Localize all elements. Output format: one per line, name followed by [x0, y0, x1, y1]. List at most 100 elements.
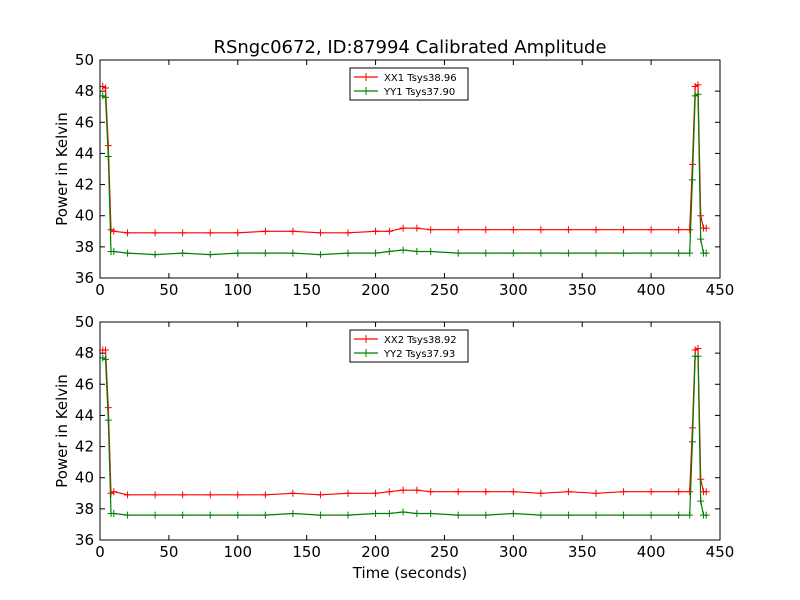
data-point [564, 226, 572, 234]
data-point [372, 249, 380, 257]
data-point [151, 229, 159, 237]
y-tick-label: 40 [75, 469, 94, 487]
data-point [564, 249, 572, 257]
legend-label: YY1 Tsys37.90 [383, 87, 455, 98]
data-point [316, 511, 324, 519]
x-tick-label: 250 [430, 543, 459, 561]
y-tick-label: 50 [75, 313, 94, 331]
y-tick-label: 44 [75, 406, 94, 424]
x-tick-label: 0 [95, 543, 105, 561]
y-tick-label: 38 [75, 500, 94, 518]
data-point [385, 488, 393, 496]
data-point [124, 229, 132, 237]
legend-marker [362, 335, 370, 343]
data-point [151, 491, 159, 499]
data-point [694, 344, 702, 352]
x-tick-label: 300 [499, 543, 528, 561]
data-point [454, 249, 462, 257]
data-point [151, 511, 159, 519]
bottom-chart-panel: 0 50 100 150 200 250 300 350 400 450 36 38 40 42 44 46 4… [53, 313, 734, 561]
plot-frame [99, 59, 721, 279]
data-point [647, 488, 655, 496]
data-point [413, 224, 421, 232]
y-tick-label: 38 [75, 238, 94, 256]
legend: XX1 Tsys38.96 YY1 Tsys37.90 [349, 67, 469, 101]
data-point [592, 249, 600, 257]
data-point [316, 491, 324, 499]
data-point [482, 249, 490, 257]
data-point [234, 491, 242, 499]
legend-marker [362, 349, 370, 357]
legend-label: XX2 Tsys38.92 [384, 335, 457, 346]
data-point [124, 249, 132, 257]
legend: XX2 Tsys38.92 YY2 Tsys37.93 [349, 329, 469, 363]
data-point [413, 248, 421, 256]
data-point [694, 81, 702, 89]
data-point [385, 510, 393, 518]
data-point [697, 497, 705, 505]
data-point [234, 249, 242, 257]
data-point [694, 90, 702, 98]
data-point [110, 488, 118, 496]
y-axis-label: Power in Kelvin [53, 112, 71, 226]
data-point [399, 246, 407, 254]
data-point [592, 226, 600, 234]
data-point [104, 416, 112, 424]
data-point [124, 511, 132, 519]
x-tick-label: 100 [223, 543, 252, 561]
data-point [702, 224, 710, 232]
data-point [316, 251, 324, 259]
data-point [564, 511, 572, 519]
data-point [702, 249, 710, 257]
x-tick-label: 450 [706, 543, 735, 561]
x-tick-label: 150 [292, 281, 321, 299]
data-point [675, 488, 683, 496]
x-tick-label: 400 [637, 543, 666, 561]
y-axis-label: Power in Kelvin [53, 374, 71, 488]
data-point [509, 249, 517, 257]
data-point [399, 508, 407, 516]
data-point [427, 488, 435, 496]
data-point [344, 229, 352, 237]
data-point [399, 224, 407, 232]
y-tick-label: 40 [75, 207, 94, 225]
data-point [620, 249, 628, 257]
data-point [620, 226, 628, 234]
series-1 [99, 344, 710, 499]
series-2 [99, 352, 710, 519]
data-point [686, 249, 694, 257]
data-point [179, 249, 187, 257]
data-point [110, 227, 118, 235]
top-chart-panel: 0 50 100 150 200 250 300 350 400 450 36 38 40 42 44 46 4… [53, 51, 734, 299]
y-tick-label: 42 [75, 176, 94, 194]
data-point [206, 251, 214, 259]
data-point [697, 235, 705, 243]
x-tick-label: 350 [568, 281, 597, 299]
data-point [234, 511, 242, 519]
data-point [179, 229, 187, 237]
data-point [206, 491, 214, 499]
data-point [344, 249, 352, 257]
data-point [427, 248, 435, 256]
data-point [261, 511, 269, 519]
legend-label: YY2 Tsys37.93 [383, 349, 455, 360]
data-point [289, 227, 297, 235]
x-tick-label: 150 [292, 543, 321, 561]
x-tick-label: 300 [499, 281, 528, 299]
data-point [344, 489, 352, 497]
data-point [482, 511, 490, 519]
x-tick-label: 450 [706, 281, 735, 299]
data-point [102, 346, 110, 354]
data-point [413, 486, 421, 494]
data-point [124, 491, 132, 499]
legend-box [349, 329, 469, 363]
data-point [261, 227, 269, 235]
legend-marker [362, 87, 370, 95]
chart-title: RSngc0672, ID:87994 Calibrated Amplitude [213, 37, 606, 58]
data-point [206, 229, 214, 237]
data-point [686, 488, 694, 496]
x-tick-label: 0 [95, 281, 105, 299]
y-tick-label: 36 [75, 531, 94, 549]
data-point [110, 510, 118, 518]
data-point [537, 511, 545, 519]
